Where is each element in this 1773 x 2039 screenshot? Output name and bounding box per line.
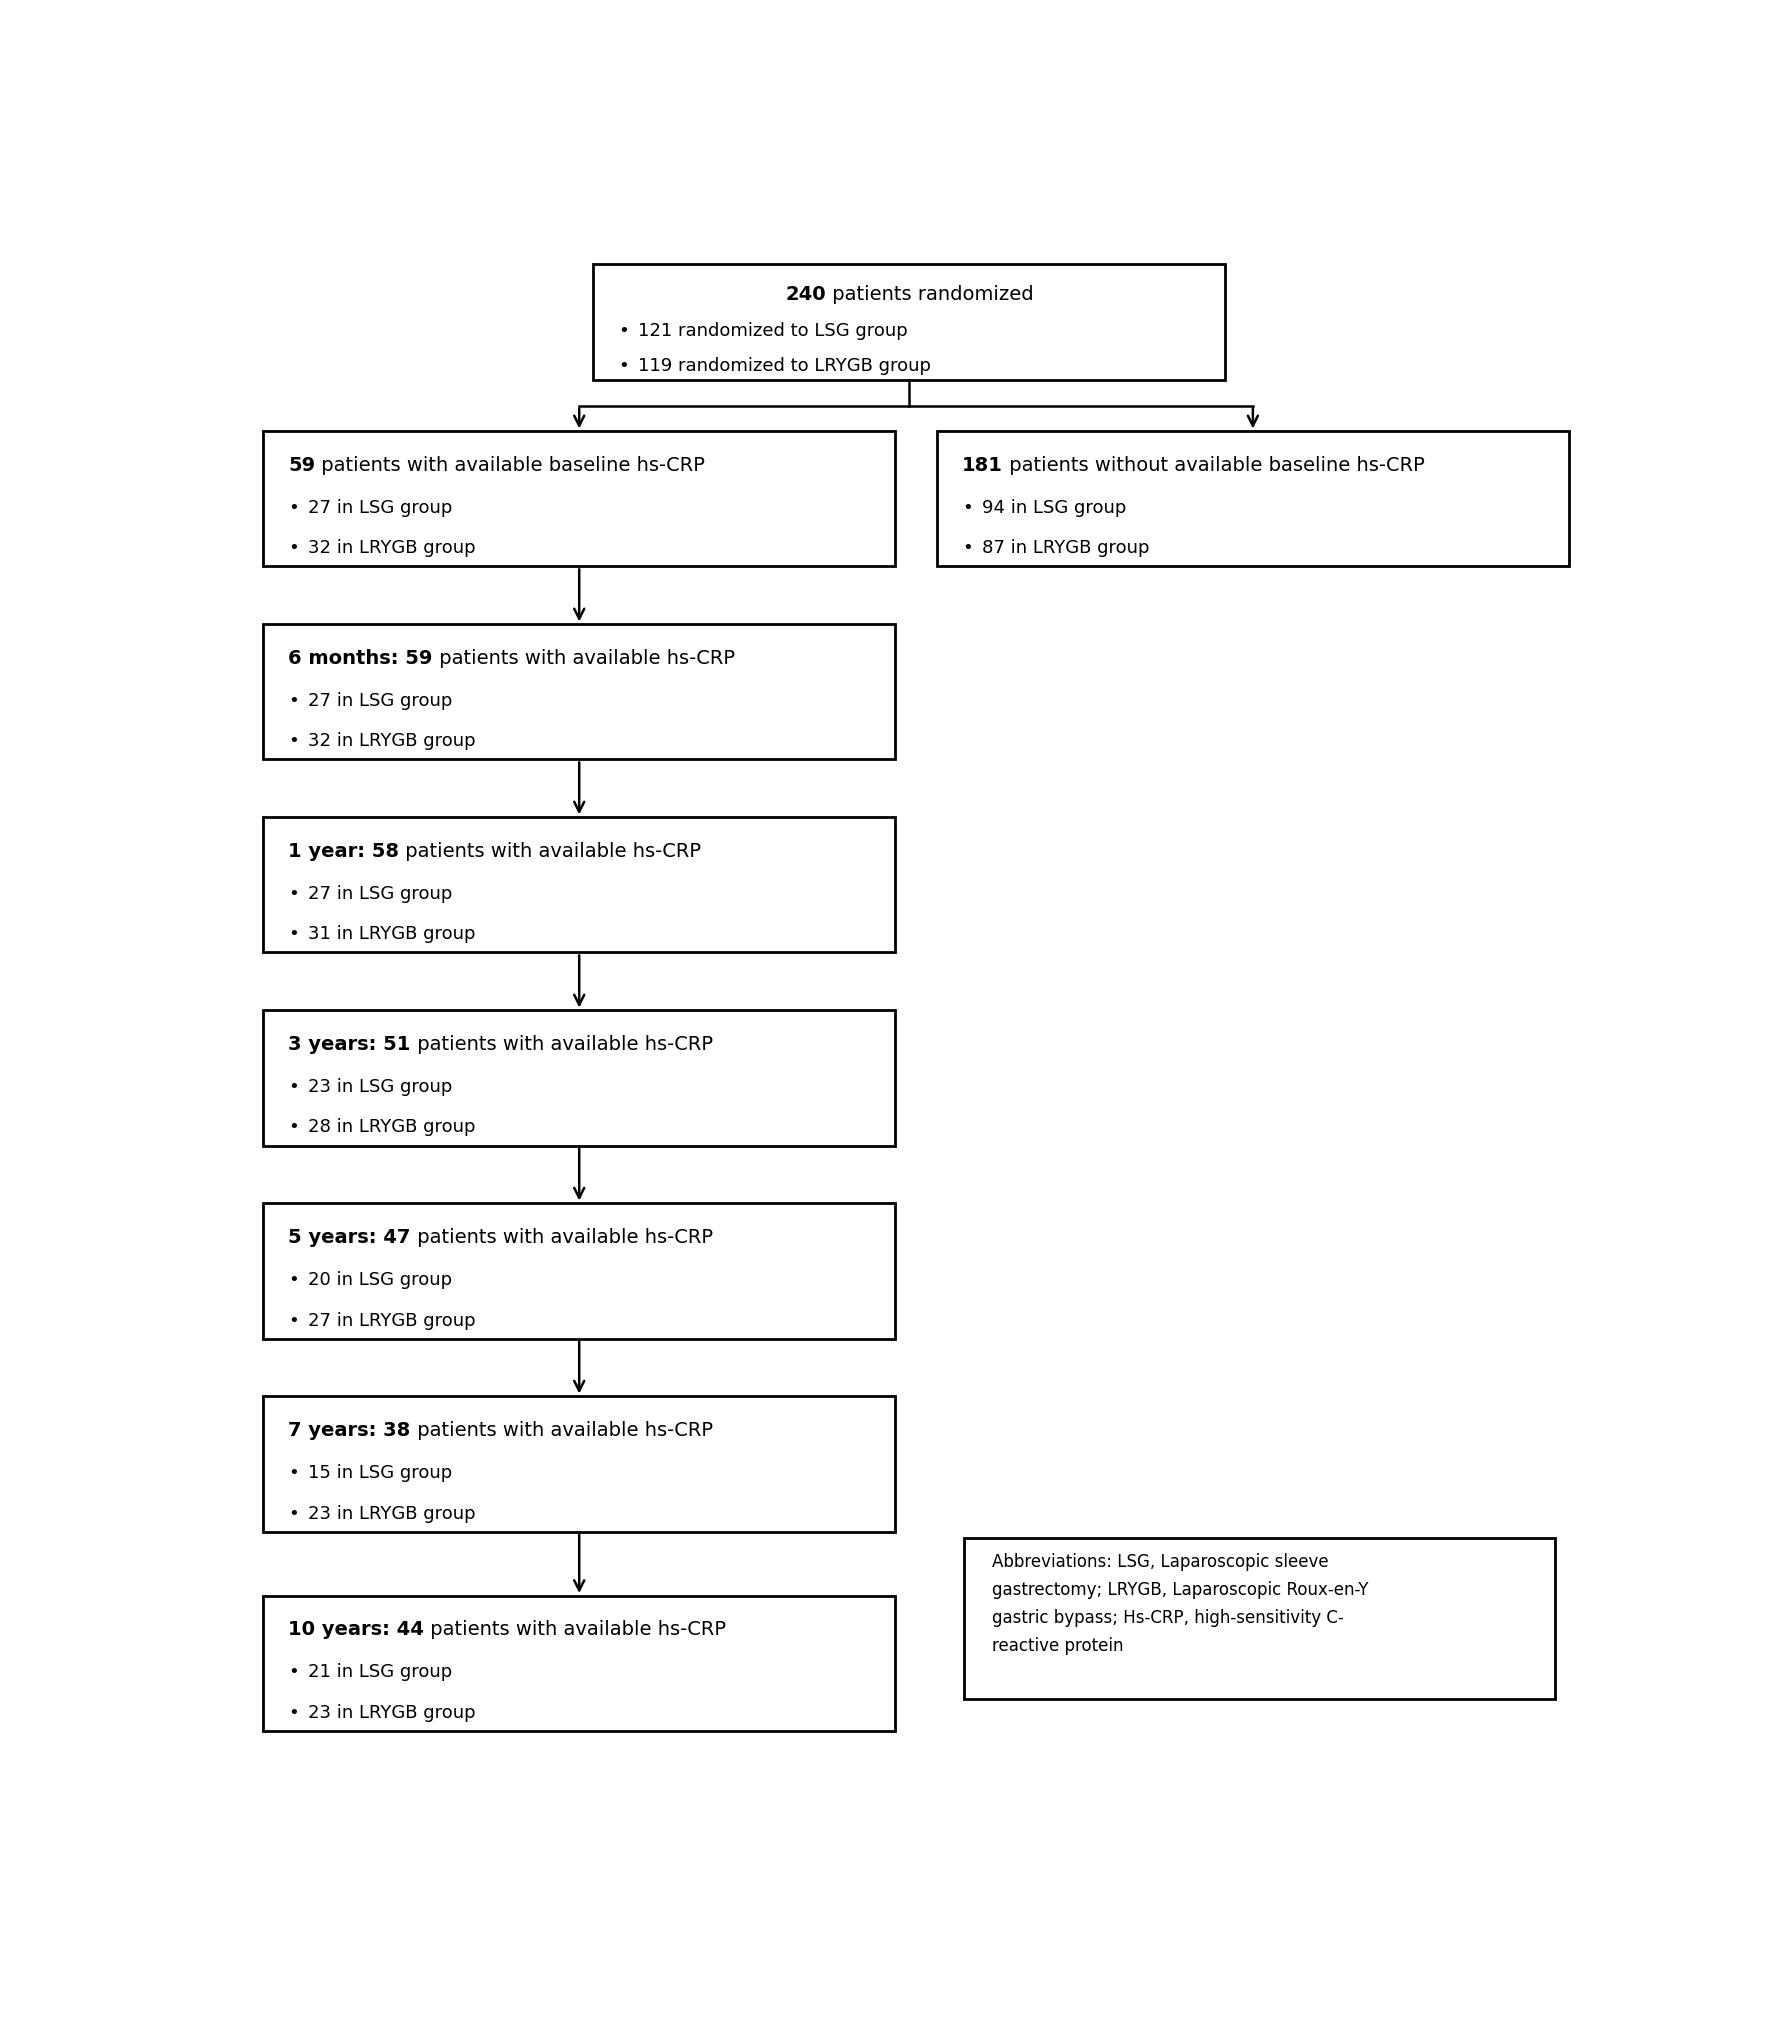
Text: •: •	[289, 926, 300, 944]
Text: 23 in LRYGB group: 23 in LRYGB group	[309, 1705, 475, 1723]
Text: •: •	[961, 540, 972, 557]
Text: patients with available baseline hs-CRP: patients with available baseline hs-CRP	[316, 455, 706, 475]
Text: •: •	[961, 500, 972, 516]
Text: 23 in LSG group: 23 in LSG group	[309, 1079, 452, 1095]
Bar	[936, 432, 1569, 567]
Text: •: •	[289, 1464, 300, 1482]
Text: 7 years: 38: 7 years: 38	[289, 1421, 410, 1440]
Text: 1 year: 58: 1 year: 58	[289, 842, 399, 860]
Text: 181: 181	[961, 455, 1002, 475]
Text: 240: 240	[785, 285, 824, 304]
Text: 27 in LSG group: 27 in LSG group	[309, 500, 452, 516]
Text: 10 years: 44: 10 years: 44	[289, 1621, 424, 1639]
Text: •: •	[289, 1664, 300, 1682]
Text: Abbreviations: LSG, Laparoscopic sleeve
gastrectomy; LRYGB, Laparoscopic Roux-en: Abbreviations: LSG, Laparoscopic sleeve …	[991, 1554, 1367, 1656]
Text: 94 in LSG group: 94 in LSG group	[982, 500, 1126, 516]
Text: •: •	[289, 1311, 300, 1329]
Text: •: •	[289, 1119, 300, 1136]
Text: 20 in LSG group: 20 in LSG group	[309, 1270, 452, 1289]
Text: 21 in LSG group: 21 in LSG group	[309, 1664, 452, 1682]
Text: •: •	[289, 691, 300, 710]
Text: 31 in LRYGB group: 31 in LRYGB group	[309, 926, 475, 944]
Text: 32 in LRYGB group: 32 in LRYGB group	[309, 732, 475, 750]
Bar	[262, 1203, 895, 1338]
Bar	[262, 624, 895, 759]
Bar	[965, 1537, 1555, 1698]
Text: patients randomized: patients randomized	[824, 285, 1032, 304]
Bar	[262, 1011, 895, 1146]
Text: patients with available hs-CRP: patients with available hs-CRP	[433, 648, 734, 667]
Text: 87 in LRYGB group: 87 in LRYGB group	[982, 540, 1149, 557]
Text: patients without available baseline hs-CRP: patients without available baseline hs-C…	[1002, 455, 1424, 475]
Text: •: •	[289, 500, 300, 516]
Bar	[262, 818, 895, 952]
Text: 119 randomized to LRYGB group: 119 randomized to LRYGB group	[638, 357, 931, 375]
Text: 27 in LSG group: 27 in LSG group	[309, 885, 452, 903]
Text: •: •	[289, 1705, 300, 1723]
Bar	[592, 263, 1225, 379]
Text: •: •	[289, 1505, 300, 1523]
Text: patients with available hs-CRP: patients with available hs-CRP	[410, 1034, 713, 1054]
Text: •: •	[289, 540, 300, 557]
Text: patients with available hs-CRP: patients with available hs-CRP	[410, 1227, 713, 1246]
Text: •: •	[619, 357, 629, 375]
Bar	[262, 1397, 895, 1531]
Text: 28 in LRYGB group: 28 in LRYGB group	[309, 1119, 475, 1136]
Text: •: •	[289, 1079, 300, 1095]
Bar	[262, 1597, 895, 1731]
Bar	[262, 432, 895, 567]
Text: 27 in LRYGB group: 27 in LRYGB group	[309, 1311, 475, 1329]
Text: 23 in LRYGB group: 23 in LRYGB group	[309, 1505, 475, 1523]
Text: 15 in LSG group: 15 in LSG group	[309, 1464, 452, 1482]
Text: •: •	[289, 1270, 300, 1289]
Text: 27 in LSG group: 27 in LSG group	[309, 691, 452, 710]
Text: patients with available hs-CRP: patients with available hs-CRP	[424, 1621, 725, 1639]
Text: 3 years: 51: 3 years: 51	[289, 1034, 410, 1054]
Text: 5 years: 47: 5 years: 47	[289, 1227, 410, 1246]
Text: patients with available hs-CRP: patients with available hs-CRP	[399, 842, 700, 860]
Text: 6 months: 59: 6 months: 59	[289, 648, 433, 667]
Text: 121 randomized to LSG group: 121 randomized to LSG group	[638, 322, 908, 341]
Text: •: •	[619, 322, 629, 341]
Text: 59: 59	[289, 455, 316, 475]
Text: patients with available hs-CRP: patients with available hs-CRP	[410, 1421, 713, 1440]
Text: •: •	[289, 885, 300, 903]
Text: •: •	[289, 732, 300, 750]
Text: 32 in LRYGB group: 32 in LRYGB group	[309, 540, 475, 557]
